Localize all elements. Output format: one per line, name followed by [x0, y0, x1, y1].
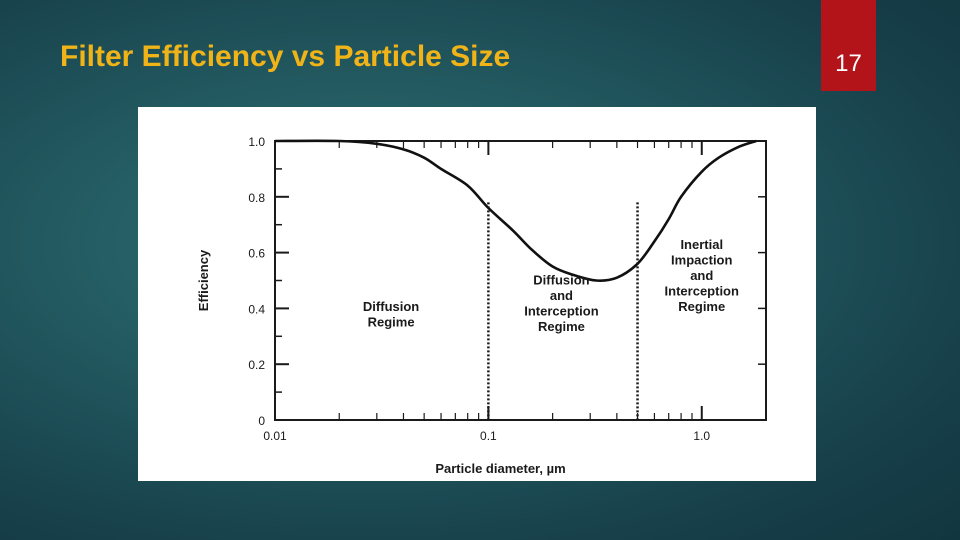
y-tick-label: 0.4 [248, 302, 265, 316]
regime-label-line: and [690, 268, 713, 283]
regime-label-line: Regime [678, 299, 725, 314]
regime-label-line: Inertial [680, 237, 723, 252]
regime-label-line: Interception [665, 283, 739, 298]
y-tick-label: 0.2 [248, 358, 265, 372]
y-tick-label: 1.0 [248, 135, 265, 149]
regime-label-line: and [550, 288, 573, 303]
x-axis-label: Particle diameter, µm [435, 461, 565, 476]
regime-label-line: Regime [538, 319, 585, 334]
regime-label-line: Interception [524, 304, 598, 319]
y-tick-label: 0.6 [248, 247, 265, 261]
x-tick-label: 0.1 [480, 429, 497, 443]
regime-label-line: Regime [368, 315, 415, 330]
efficiency-chart: 00.20.40.60.81.00.01 0.1 1.0 DiffusionRegi… [196, 135, 767, 476]
slide-number-badge: 17 [821, 0, 876, 91]
slide-number: 17 [835, 50, 862, 77]
y-tick-label: 0.8 [248, 191, 265, 205]
efficiency-curve [274, 139, 757, 282]
x-tick-label: 0.01 [263, 429, 287, 443]
regime-label-line: Impaction [671, 252, 732, 267]
regime-label-line: Diffusion [533, 273, 589, 288]
y-axis-label: Efficiency [196, 249, 211, 311]
x-tick-label: 1.0 [693, 429, 710, 443]
regime-label-line: Diffusion [363, 299, 419, 314]
y-tick-label: 0 [258, 414, 265, 428]
chart-panel: 0 0.2 0.4 0.6 0.8 1.0 0.01 0.1 1.0 Diffusion Regi… [138, 107, 816, 481]
slide-title: Filter Efficiency vs Particle Size [60, 40, 511, 73]
